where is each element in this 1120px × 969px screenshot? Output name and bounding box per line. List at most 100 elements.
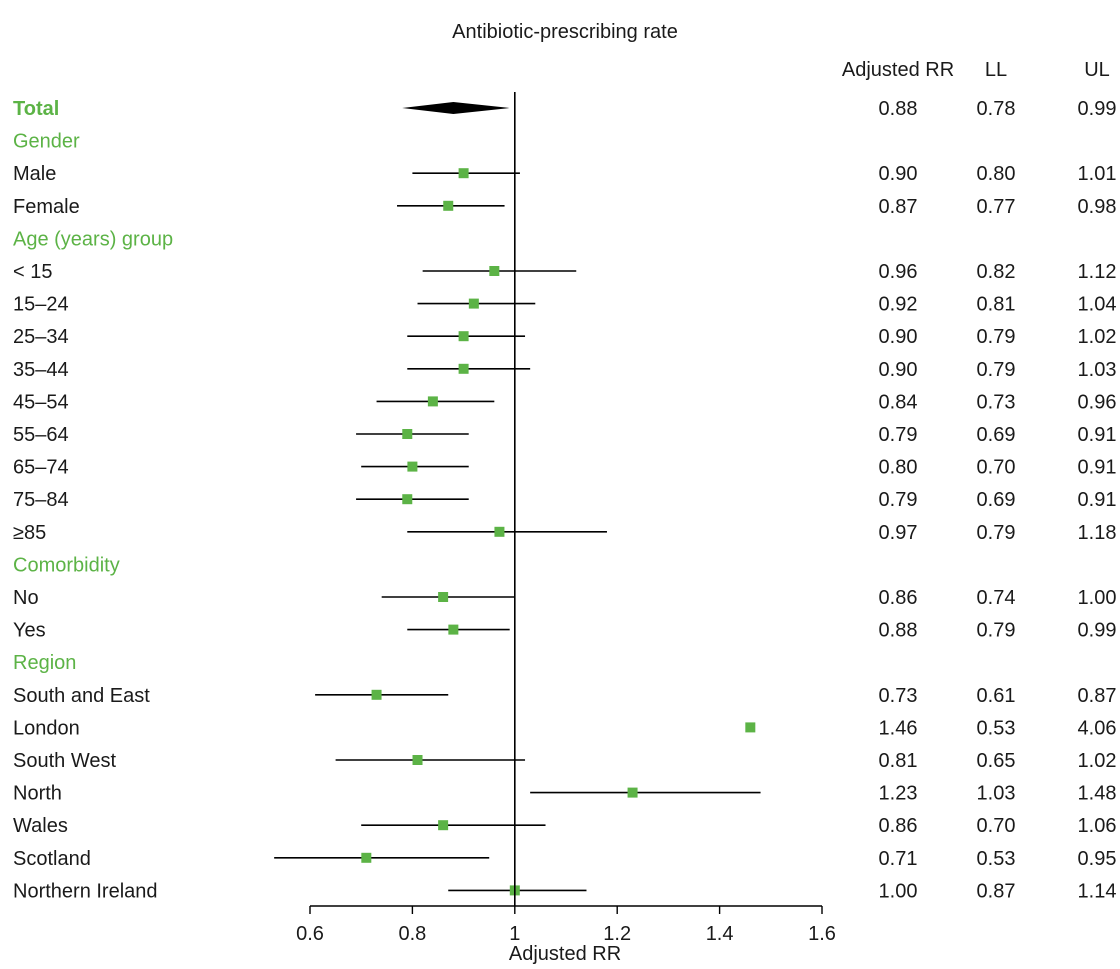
ll-value: 0.69 [977,424,1016,446]
rr-value: 0.96 [879,261,918,283]
ul-value: 0.91 [1078,489,1117,511]
ul-value: 4.06 [1078,717,1117,739]
ul-value: 0.99 [1078,98,1117,120]
row-label: 45–54 [13,391,69,413]
rr-value: 1.00 [879,880,918,902]
point-estimate-marker [458,363,469,374]
rows-layer: Total 0.88 0.78 0.99 Gender Male 0.90 0.80 1.01 F… [13,98,1116,902]
row-label: 75–84 [13,489,69,511]
point-estimate-marker [402,429,413,439]
x-tick-label: 1.2 [603,923,631,945]
row-label: Total [13,98,59,120]
x-tick-label: 1.6 [808,923,836,945]
rr-value: 0.97 [879,522,918,544]
ul-value: 1.00 [1078,587,1117,609]
point-estimate-marker [489,266,500,276]
point-estimate-marker [371,689,382,700]
ul-value: 1.01 [1078,163,1117,185]
rr-value: 0.92 [879,294,918,316]
ul-value: 0.91 [1078,424,1117,446]
rr-value: 0.84 [879,391,918,413]
column-header-ll: LL [985,59,1007,81]
rr-value: 0.79 [879,424,918,446]
rr-value: 0.81 [879,750,918,772]
rr-value: 0.86 [879,815,918,837]
ul-value: 1.03 [1078,359,1117,381]
x-tick-label: 0.6 [296,923,324,945]
group-heading: Age (years) group [13,228,173,250]
chart-title: Antibiotic-prescribing rate [452,21,678,43]
group-heading: Region [13,652,76,674]
ll-value: 0.79 [977,522,1016,544]
ul-value: 1.14 [1078,880,1117,902]
rr-value: 0.80 [879,457,918,479]
ul-value: 1.04 [1078,294,1117,316]
row-label: 35–44 [13,359,69,381]
point-estimate-marker [448,624,459,635]
ul-value: 0.98 [1078,196,1117,218]
ul-value: 0.91 [1078,457,1117,479]
rr-value: 1.23 [879,783,918,805]
row-label: North [13,783,62,805]
x-axis-label: Adjusted RR [509,943,621,965]
ll-value: 0.79 [977,326,1016,348]
row-label: Wales [13,815,68,837]
group-heading: Comorbidity [13,554,120,576]
ll-value: 0.61 [977,685,1016,707]
ll-value: 0.79 [977,620,1016,642]
ll-value: 1.03 [977,783,1016,805]
row-label: 55–64 [13,424,69,446]
ll-value: 0.53 [977,848,1016,870]
ll-value: 0.77 [977,196,1016,218]
ll-value: 0.79 [977,359,1016,381]
ul-value: 1.48 [1078,783,1117,805]
point-estimate-marker [458,331,469,342]
point-estimate-marker [407,461,418,472]
ll-value: 0.81 [977,294,1016,316]
rr-value: 0.90 [879,359,918,381]
row-label: < 15 [13,261,52,283]
row-label: Female [13,196,80,218]
row-label: South and East [13,685,150,707]
point-estimate-marker [627,787,638,798]
point-estimate-marker [745,722,756,733]
x-tick-label: 0.8 [398,923,426,945]
row-label: 65–74 [13,457,69,479]
total-diamond [402,102,510,114]
row-label: Scotland [13,848,91,870]
row-label: London [13,717,80,739]
rr-value: 0.86 [879,587,918,609]
ll-value: 0.82 [977,261,1016,283]
ul-value: 1.06 [1078,815,1117,837]
row-label: 15–24 [13,294,69,316]
row-label: Male [13,163,56,185]
ul-value: 0.96 [1078,391,1117,413]
ll-value: 0.69 [977,489,1016,511]
point-estimate-marker [402,494,413,505]
point-estimate-marker [438,820,449,831]
row-label: Northern Ireland [13,880,158,902]
row-label: Yes [13,620,46,642]
ul-value: 0.99 [1078,620,1117,642]
row-label: South West [13,750,116,772]
row-label: No [13,587,39,609]
x-tick-label: 1 [509,923,520,945]
ll-value: 0.73 [977,391,1016,413]
point-estimate-marker [438,592,449,602]
ul-value: 0.87 [1078,685,1117,707]
ul-value: 0.95 [1078,848,1117,870]
ul-value: 1.02 [1078,750,1117,772]
rr-value: 0.90 [879,163,918,185]
ll-value: 0.70 [977,457,1016,479]
ll-value: 0.65 [977,750,1016,772]
point-estimate-marker [427,396,438,407]
row-label: 25–34 [13,326,69,348]
ll-value: 0.78 [977,98,1016,120]
ul-value: 1.12 [1078,261,1117,283]
point-estimate-marker [412,755,423,765]
rr-value: 0.87 [879,196,918,218]
group-heading: Gender [13,131,80,153]
point-estimate-marker [361,852,372,863]
point-estimate-marker [468,298,479,309]
rr-value: 0.73 [879,685,918,707]
